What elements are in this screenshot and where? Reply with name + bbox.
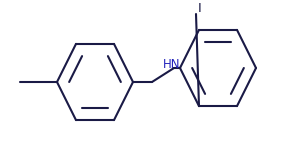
- Text: HN: HN: [163, 58, 181, 72]
- Text: I: I: [198, 3, 202, 15]
